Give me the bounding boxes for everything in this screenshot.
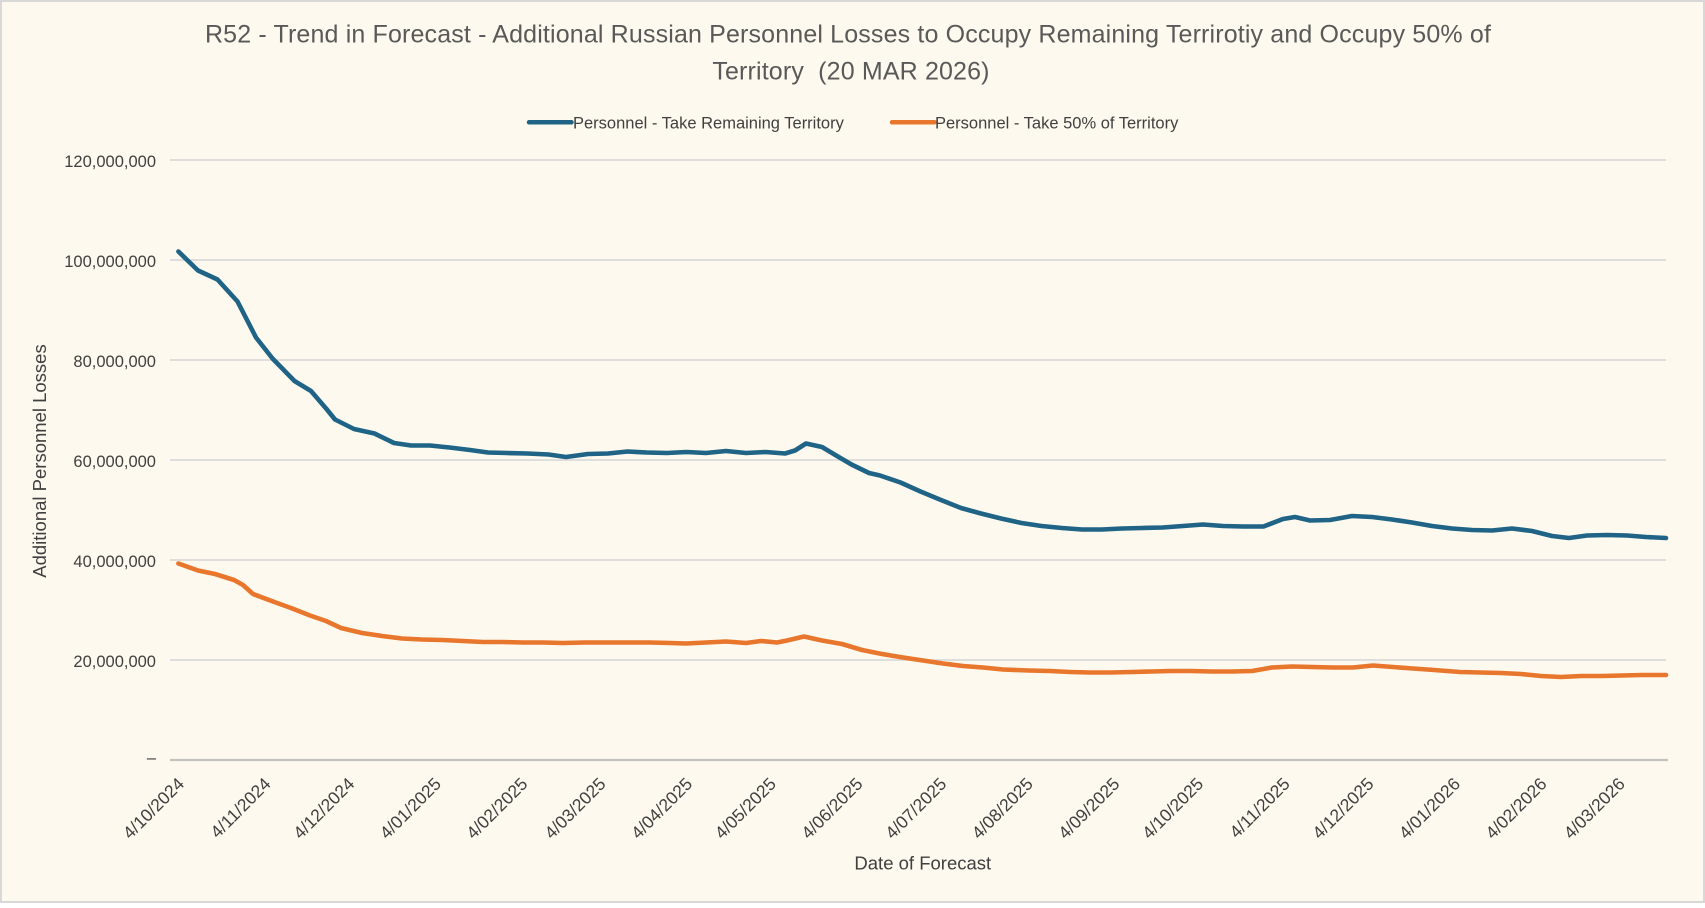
svg-text:80,000,000: 80,000,000 — [73, 353, 156, 371]
svg-text:20,000,000: 20,000,000 — [73, 653, 156, 671]
svg-text:120,000,000: 120,000,000 — [64, 153, 156, 171]
svg-text:Date of Forecast: Date of Forecast — [854, 853, 991, 874]
svg-text:Personnel - Take 50% of Territ: Personnel - Take 50% of Territory — [935, 114, 1179, 132]
svg-text:40,000,000: 40,000,000 — [73, 553, 156, 571]
svg-text:100,000,000: 100,000,000 — [64, 253, 156, 271]
svg-text:–: – — [147, 749, 157, 767]
svg-text:Personnel - Take Remaining Ter: Personnel - Take Remaining Territory — [573, 114, 845, 132]
svg-text:R52 - Trend in Forecast - Addi: R52 - Trend in Forecast - Additional Rus… — [205, 21, 1491, 49]
svg-text:60,000,000: 60,000,000 — [73, 453, 156, 471]
svg-text:Territory (20 MAR 2026): Territory (20 MAR 2026) — [712, 58, 989, 86]
svg-text:Additional Personnel Losses: Additional Personnel Losses — [29, 344, 50, 577]
